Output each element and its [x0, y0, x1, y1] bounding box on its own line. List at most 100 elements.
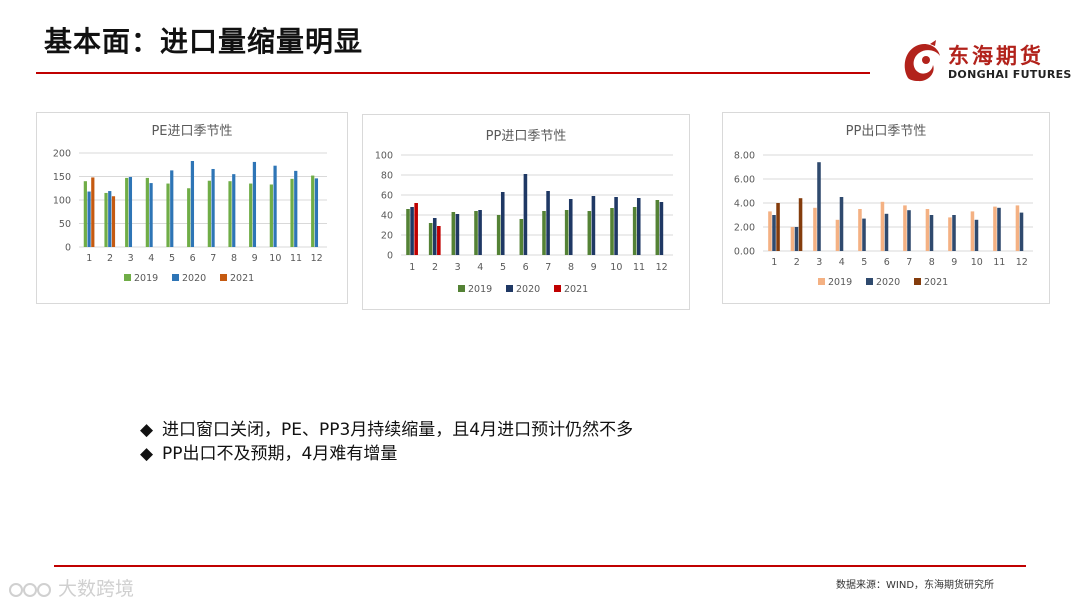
y-tick-label: 4.00 [734, 199, 755, 210]
y-tick-label: 100 [375, 151, 393, 162]
x-tick-label: 9 [591, 262, 597, 273]
pe-import-chart-panel: PE进口季节性 0 50 100 150 200 1 2 3 4 5 6 7 8 9 10 11 12 2019 20… [36, 112, 348, 304]
x-tick-label: 2 [794, 257, 800, 268]
bar-2019-8 [564, 210, 569, 255]
bar-2019-5 [166, 183, 170, 247]
y-tick-label: 0 [387, 251, 393, 262]
x-tick-label: 4 [839, 257, 845, 268]
legend-label: 2019 [468, 284, 492, 295]
bar-2021-2 [798, 198, 803, 251]
bar-2020-3 [817, 162, 821, 251]
bar-2020-6 [884, 213, 889, 251]
bar-2020-12 [659, 202, 664, 255]
legend-swatch [458, 285, 465, 292]
chart-title: PP进口季节性 [486, 129, 567, 144]
legend-swatch [506, 285, 513, 292]
bar-2019-6 [187, 188, 191, 247]
x-tick-label: 10 [269, 253, 281, 264]
bar-2020-7 [211, 168, 215, 247]
bar-2021-1 [91, 177, 95, 247]
bullet-text: PP出口不及预期，4月难有增量 [162, 444, 398, 464]
bar-2019-10 [970, 211, 975, 251]
diamond-bullet-icon: ◆ [140, 444, 154, 464]
x-tick-label: 3 [455, 262, 461, 273]
bar-2020-10 [273, 165, 277, 247]
x-tick-label: 1 [409, 262, 415, 273]
bar-2020-8 [929, 215, 934, 251]
legend-swatch [914, 278, 921, 285]
x-tick-label: 8 [929, 257, 935, 268]
x-tick-label: 8 [568, 262, 574, 273]
x-tick-label: 6 [190, 253, 196, 264]
x-tick-label: 3 [128, 253, 134, 264]
bullet-item: ◆ 进口窗口关闭，PE、PP3月持续缩量，且4月进口预计仍然不多 [140, 418, 633, 442]
logo-chinese-text: 东海期货 [948, 44, 1044, 68]
bar-2019-9 [587, 211, 592, 255]
bar-2020-2 [794, 227, 799, 251]
y-tick-label: 40 [381, 211, 393, 222]
x-tick-label: 3 [816, 257, 822, 268]
bar-2020-7 [546, 191, 550, 255]
legend-swatch [818, 278, 825, 285]
bar-2020-5 [862, 218, 866, 251]
y-tick-label: 60 [381, 191, 393, 202]
logo-english-text: DONGHAI FUTURES [948, 68, 1072, 81]
bar-2019-9 [249, 183, 253, 247]
bar-2020-8 [232, 174, 236, 247]
bar-2019-2 [104, 192, 108, 247]
y-tick-label: 20 [381, 231, 393, 242]
legend-label: 2019 [828, 277, 852, 288]
bar-2020-6 [523, 174, 528, 255]
x-tick-label: 1 [771, 257, 777, 268]
legend-label: 2019 [134, 273, 158, 284]
legend-label: 2021 [230, 273, 254, 284]
x-tick-label: 11 [993, 257, 1005, 268]
bar-2019-2 [428, 223, 433, 255]
bar-2019-7 [542, 211, 546, 255]
x-tick-label: 2 [107, 253, 113, 264]
watermark-logo-icon [9, 582, 51, 597]
bar-2019-7 [903, 205, 907, 251]
dragon-logo-icon [904, 40, 940, 82]
pp-import-chart-panel: PP进口季节性 0 20 40 60 80 100 1 2 3 4 5 6 7 8 9 10 11 12 2019 20… [362, 114, 690, 310]
bar-2019-8 [228, 181, 232, 247]
bullet-text: 进口窗口关闭，PE、PP3月持续缩量，且4月进口预计仍然不多 [162, 420, 634, 440]
bar-2021-1 [776, 203, 780, 251]
bar-2019-5 [496, 215, 501, 255]
x-tick-label: 4 [477, 262, 483, 273]
bar-2020-9 [952, 215, 956, 251]
bar-2020-11 [636, 198, 641, 255]
bar-2019-12 [311, 175, 315, 247]
x-tick-label: 6 [523, 262, 529, 273]
y-tick-label: 80 [381, 171, 393, 182]
y-tick-label: 150 [53, 172, 71, 183]
x-tick-label: 9 [951, 257, 957, 268]
y-tick-label: 50 [59, 219, 71, 230]
x-tick-label: 6 [884, 257, 890, 268]
legend-swatch [220, 274, 227, 281]
diamond-bullet-icon: ◆ [140, 420, 154, 440]
y-tick-label: 100 [53, 196, 71, 207]
bar-2020-12 [314, 178, 319, 247]
bar-2020-2 [432, 218, 437, 255]
x-tick-label: 8 [231, 253, 237, 264]
x-tick-label: 4 [148, 253, 154, 264]
chart-title: PP出口季节性 [846, 124, 927, 139]
bar-2020-9 [591, 196, 596, 255]
x-tick-label: 10 [610, 262, 622, 273]
bar-2019-1 [83, 181, 87, 247]
x-tick-label: 7 [906, 257, 912, 268]
x-tick-label: 7 [210, 253, 216, 264]
bar-2020-11 [294, 170, 298, 247]
x-tick-label: 7 [545, 262, 551, 273]
y-tick-label: 2.00 [734, 223, 755, 234]
x-tick-label: 5 [500, 262, 506, 273]
footer-rule [54, 565, 1026, 567]
y-tick-label: 0.00 [734, 247, 755, 258]
chart-title: PE进口季节性 [151, 124, 232, 139]
bar-2019-5 [858, 209, 862, 251]
bar-2020-10 [974, 219, 979, 251]
x-tick-label: 5 [861, 257, 867, 268]
y-tick-label: 200 [53, 149, 71, 160]
